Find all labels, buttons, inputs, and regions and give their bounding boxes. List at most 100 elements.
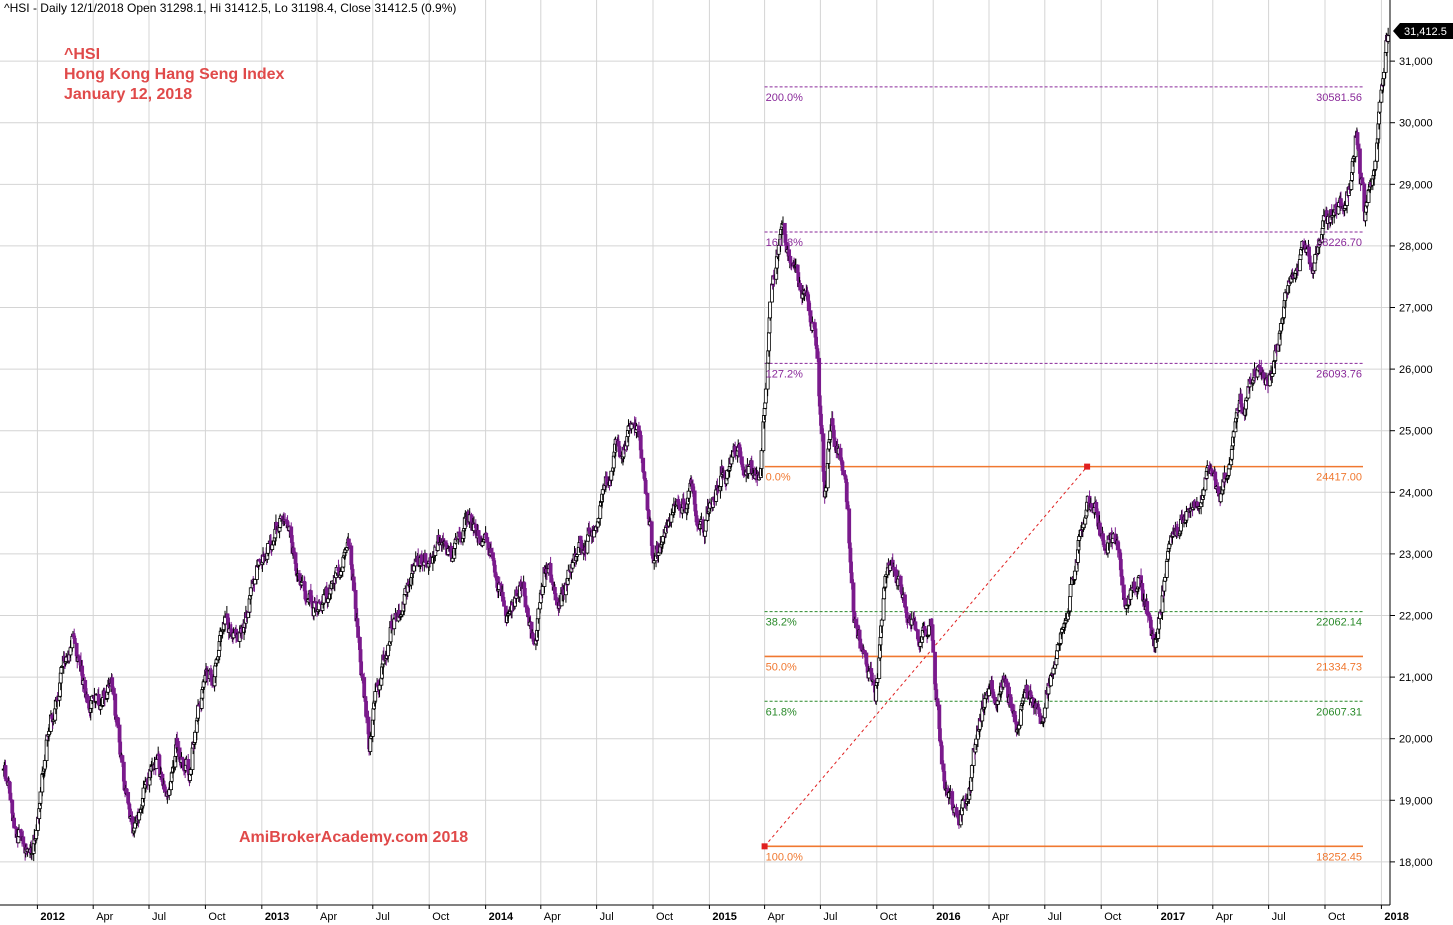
y-tick-label: 24,000 [1399,487,1433,499]
candle-body [841,470,845,476]
candle-body [1128,589,1133,600]
candle-body [1008,694,1013,705]
candle-body [881,598,886,621]
x-tick-label: Oct [1104,911,1121,923]
x-tick-label: Apr [96,911,113,923]
fib-level-value: 18252.45 [1316,851,1362,863]
candle-body [1373,160,1378,170]
candle-body [1278,323,1283,332]
fibonacci-labels: 200.0% 30581.56 161.8% 28226.70 127.2% 26093.… [766,92,1362,863]
candle-body [828,430,833,440]
candle-body [847,508,852,544]
candle-body [502,600,506,607]
candle-body [729,456,734,465]
candle-body [1098,522,1102,536]
candle-body [918,641,923,647]
x-tick-label: Apr [1216,911,1233,923]
candle-body [360,673,365,678]
candle-body [1042,707,1047,719]
candle-body [822,470,826,482]
candle-body [1298,254,1303,260]
x-tick-label: 2013 [265,911,289,923]
y-tick-label: 27,000 [1399,303,1433,315]
candle-body [196,705,200,719]
candle-body [42,760,47,770]
candle-body [77,655,81,661]
candle-body [1081,523,1086,529]
candle-body [214,659,219,664]
candle-body [738,447,742,458]
candle-body [411,565,416,572]
candle-body [1060,628,1064,633]
candle-body [368,737,373,752]
candle-body [643,479,648,494]
candle-body [592,530,597,538]
fib-level-value: 26093.76 [1316,368,1362,380]
candle-body [1364,202,1369,207]
fib-anchor-start [761,843,768,850]
candle-body [58,672,63,684]
candle-body [844,482,849,503]
candle-body [1164,560,1169,578]
candle-body [1320,227,1325,235]
candle-body [849,572,854,584]
x-tick-label: Apr [992,911,1009,923]
candle-body [1313,254,1318,264]
candle-body [68,647,73,656]
candle-body [931,639,936,653]
candle-body [291,547,296,554]
fib-level-label: 200.0% [766,92,804,104]
candle-body [1261,372,1266,379]
candle-body [1297,259,1302,272]
candle-body [489,548,494,554]
x-tick-label: Oct [656,911,673,923]
candle-body [1072,570,1077,580]
y-tick-label: 26,000 [1399,364,1433,376]
fib-level-label: 127.2% [766,368,804,380]
fib-level-label: 100.0% [766,851,804,863]
candle-body [585,540,590,554]
x-tick-label: Apr [320,911,337,923]
candle-body [540,586,545,595]
fib-level-label: 161.8% [766,237,804,249]
candle-body [484,537,489,543]
candle-body [899,584,904,593]
x-tick-label: 2012 [40,911,64,923]
candle-body [1381,71,1386,80]
candle-body [1118,559,1123,571]
candle-body [1201,489,1206,496]
candle-body [326,598,330,603]
title-index-name: Hong Kong Hang Seng Index [64,66,285,83]
candle-body [798,283,803,291]
candle-body [858,638,863,649]
fib-level-label: 61.8% [766,706,797,718]
x-tick-label: Jul [823,911,837,923]
candle-body [83,680,88,693]
candle-body [762,407,767,416]
candle-body [373,691,378,702]
candle-body [746,466,751,474]
candle-body [974,738,979,746]
candle-body [1231,431,1236,438]
candle-body [1309,262,1313,267]
x-tick-label: 2017 [1161,911,1185,923]
candle-body [270,544,275,550]
candle-body [34,829,39,839]
candle-body [1356,144,1361,150]
candle-body [703,519,708,532]
candle-body [935,698,940,706]
fib-anchor-end [1084,463,1091,470]
x-tick-label: 2018 [1384,911,1408,923]
candle-body [703,530,708,537]
candle-body [1120,575,1124,586]
candle-body [476,530,481,537]
candle-body [193,731,197,743]
candle-body [72,638,77,644]
x-tick-label: Jul [600,911,614,923]
fib-level-value: 21334.73 [1316,661,1362,673]
candle-body [995,700,1000,705]
fib-level-value: 20607.31 [1316,706,1362,718]
candle-body [1384,40,1389,53]
candle-body [694,515,699,523]
